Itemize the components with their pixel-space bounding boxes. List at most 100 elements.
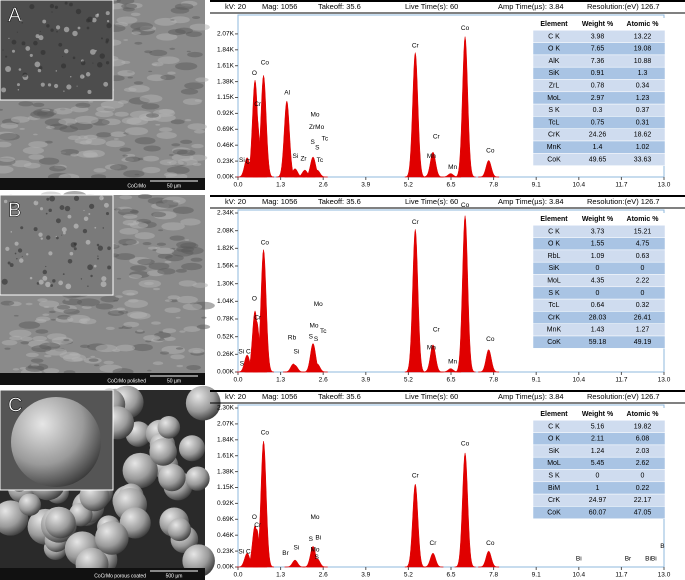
x-tick-label: 1.3 xyxy=(276,182,285,189)
peak-label: Br xyxy=(282,550,289,557)
table-cell: 0.91 xyxy=(591,70,605,77)
peak-label: ZrMo xyxy=(309,124,325,131)
texture xyxy=(155,199,179,208)
table-cell: 6.08 xyxy=(636,436,650,443)
texture xyxy=(28,154,45,160)
inset-texture xyxy=(105,11,110,16)
inset-texture xyxy=(59,205,65,211)
acquisition-info: Live Time(s): 60 xyxy=(405,2,458,11)
texture xyxy=(189,154,208,161)
peak xyxy=(477,349,500,373)
y-tick-label: 1.56K xyxy=(217,263,235,270)
texture xyxy=(184,239,190,241)
inset-texture xyxy=(86,26,90,30)
texture xyxy=(132,343,153,352)
inset-texture xyxy=(97,62,103,68)
table-cell: 24.26 xyxy=(589,132,607,139)
texture xyxy=(157,268,176,275)
texture xyxy=(121,117,142,125)
texture xyxy=(127,311,148,319)
texture xyxy=(117,70,135,77)
texture xyxy=(143,334,161,342)
inset-texture xyxy=(7,261,11,265)
inset-texture xyxy=(16,31,18,33)
texture xyxy=(65,299,70,301)
table-cell: 1.55 xyxy=(591,241,605,248)
table-cell: 0.64 xyxy=(591,302,605,309)
texture xyxy=(117,100,129,104)
inset-texture xyxy=(54,83,59,89)
acquisition-info: Live Time(s): 60 xyxy=(405,392,458,401)
table-cell: CrK xyxy=(548,314,560,321)
table-cell: RbL xyxy=(548,253,561,260)
x-tick-label: 0.0 xyxy=(233,572,242,579)
table-cell: CrK xyxy=(548,497,560,504)
table-header: Atomic % xyxy=(627,21,660,28)
inset-texture xyxy=(45,281,51,288)
peak-label: Co xyxy=(461,441,470,448)
texture xyxy=(35,316,51,322)
texture xyxy=(180,218,201,226)
texture xyxy=(10,116,30,123)
texture xyxy=(119,147,132,152)
texture xyxy=(129,222,149,229)
inset-texture xyxy=(34,61,41,68)
texture xyxy=(90,355,96,358)
x-tick-label: 10.4 xyxy=(572,182,585,189)
table-cell: 7.36 xyxy=(591,58,605,65)
image-caption: CoCrMo xyxy=(127,183,146,189)
texture xyxy=(36,111,48,116)
peak-label: Mo xyxy=(314,301,323,308)
peak-label: Si C xyxy=(238,549,251,556)
texture xyxy=(152,361,164,366)
texture xyxy=(100,295,119,303)
inset-texture xyxy=(58,42,63,47)
peak-label: Cr xyxy=(254,101,262,108)
table-cell: CoK xyxy=(547,509,561,516)
texture xyxy=(167,71,176,75)
texture xyxy=(0,132,20,141)
texture xyxy=(182,98,202,105)
texture xyxy=(184,119,192,122)
texture xyxy=(170,19,175,21)
texture xyxy=(134,137,156,145)
table-cell: 22.17 xyxy=(634,497,652,504)
texture xyxy=(20,341,30,345)
texture xyxy=(189,23,210,31)
inset-texture xyxy=(72,30,78,37)
table-cell: CoK xyxy=(547,339,561,346)
table-cell: 1.02 xyxy=(636,144,650,151)
texture xyxy=(105,140,125,148)
x-tick-label: 9.1 xyxy=(532,377,541,384)
texture xyxy=(136,329,144,333)
inset-texture xyxy=(48,251,53,256)
texture xyxy=(172,149,188,155)
particle xyxy=(167,517,191,542)
particle xyxy=(95,521,129,555)
y-tick-label: 2.08K xyxy=(217,227,235,234)
texture xyxy=(133,81,144,85)
y-tick-label: 0.92K xyxy=(217,110,235,117)
texture xyxy=(35,329,49,334)
texture xyxy=(32,102,45,107)
y-tick-label: 0.46K xyxy=(217,142,235,149)
table-cell: 13.22 xyxy=(634,33,652,40)
texture xyxy=(50,318,56,321)
inset-texture xyxy=(93,264,97,268)
table-header-bg xyxy=(533,408,665,421)
texture xyxy=(63,338,70,342)
peak-label: Cr xyxy=(412,42,420,49)
table-cell: SiK xyxy=(549,448,560,455)
inset-texture xyxy=(62,55,64,58)
table-cell: 10.88 xyxy=(634,58,652,65)
peak-label: Cr xyxy=(433,327,441,334)
inset-texture xyxy=(21,255,23,257)
peak-label: B xyxy=(660,543,664,550)
inset-texture xyxy=(55,235,57,238)
texture xyxy=(121,3,138,10)
inset-texture xyxy=(73,223,79,229)
inset-texture xyxy=(1,87,7,93)
texture xyxy=(142,155,160,162)
inset-texture xyxy=(18,258,24,263)
inset-texture xyxy=(101,276,107,282)
